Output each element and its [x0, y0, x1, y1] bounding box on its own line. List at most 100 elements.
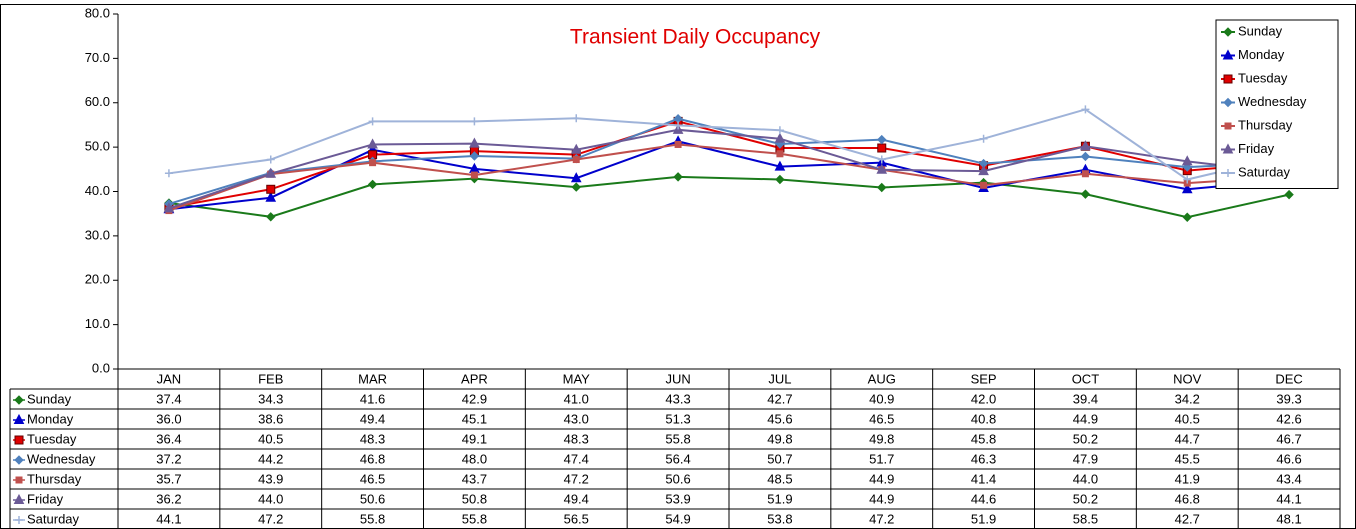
chart-title: Transient Daily Occupancy: [570, 26, 821, 49]
table-cell: 40.9: [869, 391, 894, 406]
marker: [369, 159, 377, 167]
table-cell: 40.8: [971, 411, 996, 426]
table-cell: 51.7: [869, 451, 894, 466]
series-line: [168, 140, 1290, 211]
table-cell: 34.3: [258, 391, 283, 406]
marker: [1182, 212, 1192, 222]
table-cell: 44.1: [156, 511, 181, 526]
marker: [572, 114, 581, 123]
legend-label: Friday: [1238, 141, 1275, 156]
table-cell: 42.7: [1175, 511, 1200, 526]
legend-label: Thursday: [1238, 117, 1293, 132]
table-row-label: Saturday: [27, 511, 80, 526]
marker: [368, 117, 377, 126]
table-cell: 46.7: [1276, 431, 1301, 446]
marker: [877, 134, 887, 145]
table-row-label: Wednesday: [27, 451, 96, 466]
table-cell: 44.0: [1073, 471, 1098, 486]
table-cell: 53.9: [665, 491, 690, 506]
legend-label: Wednesday: [1238, 94, 1307, 109]
table-cell: 47.4: [564, 451, 589, 466]
marker: [673, 172, 683, 182]
table-cell: 50.8: [462, 491, 487, 506]
table-cell: 36.2: [156, 491, 181, 506]
marker: [1181, 155, 1193, 166]
table-cell: 47.2: [564, 471, 589, 486]
table-row-label: Monday: [27, 411, 74, 426]
marker: [876, 163, 888, 174]
marker: [570, 172, 582, 183]
table-cell: 41.0: [564, 391, 589, 406]
table-cell: 47.9: [1073, 451, 1098, 466]
x-tick-label: APR: [461, 371, 488, 386]
marker: [1183, 175, 1192, 184]
marker: [266, 212, 276, 222]
table-cell: 46.6: [1276, 451, 1301, 466]
table-cell: 45.6: [767, 411, 792, 426]
marker: [266, 184, 276, 194]
table-cell: 46.5: [869, 411, 894, 426]
series-line: [168, 175, 1290, 219]
table-cell: 51.9: [971, 511, 996, 526]
marker: [13, 493, 25, 504]
table-cell: 49.4: [564, 491, 589, 506]
table-cell: 41.4: [971, 471, 996, 486]
marker: [14, 435, 24, 445]
table-cell: 37.2: [156, 451, 181, 466]
table-cell: 48.3: [564, 431, 589, 446]
marker: [1181, 183, 1193, 194]
marker: [674, 121, 683, 130]
table-cell: 44.0: [258, 491, 283, 506]
table-cell: 48.1: [1276, 511, 1301, 526]
table-row-label: Friday: [27, 491, 64, 506]
table-cell: 44.1: [1276, 491, 1301, 506]
table-cell: 44.9: [869, 471, 894, 486]
marker: [1223, 97, 1233, 108]
table-cell: 44.7: [1175, 431, 1200, 446]
marker: [469, 137, 480, 148]
table-cell: 46.5: [360, 471, 385, 486]
table-cell: 56.5: [564, 511, 589, 526]
table-cell: 43.9: [258, 471, 283, 486]
table-cell: 46.8: [1175, 491, 1200, 506]
marker: [13, 413, 25, 424]
marker: [776, 150, 784, 158]
table-cell: 50.6: [360, 491, 385, 506]
y-tick-label: 70.0: [85, 50, 110, 65]
marker: [367, 179, 378, 190]
table-cell: 48.0: [462, 451, 487, 466]
series-line: [168, 143, 1290, 212]
legend-label: Monday: [1238, 47, 1285, 62]
marker: [15, 516, 23, 524]
marker: [265, 167, 277, 178]
y-tick-label: 60.0: [85, 94, 110, 109]
marker: [877, 143, 887, 153]
y-tick-label: 40.0: [85, 183, 110, 198]
table-cell: 34.2: [1175, 391, 1200, 406]
marker: [14, 455, 24, 465]
table-cell: 45.8: [971, 431, 996, 446]
table-cell: 47.2: [869, 511, 894, 526]
marker: [877, 182, 887, 193]
table-cell: 49.1: [462, 431, 487, 446]
table-cell: 40.5: [258, 431, 283, 446]
table-cell: 49.4: [360, 411, 385, 426]
marker: [1081, 170, 1089, 178]
x-tick-label: SEP: [971, 371, 997, 386]
x-tick-label: DEC: [1275, 371, 1302, 386]
table-cell: 44.6: [971, 491, 996, 506]
table-row-label: Thursday: [27, 471, 82, 486]
chart-frame: [0, 4, 1356, 529]
table-cell: 51.3: [665, 411, 690, 426]
x-tick-label: JUN: [665, 371, 690, 386]
table-cell: 36.0: [156, 411, 181, 426]
y-tick-label: 10.0: [85, 316, 110, 331]
table-cell: 44.9: [1073, 411, 1098, 426]
marker: [1080, 189, 1091, 199]
table-cell: 41.6: [360, 391, 385, 406]
table-cell: 44.9: [869, 491, 894, 506]
x-tick-label: MAY: [563, 371, 591, 386]
x-tick-label: NOV: [1173, 371, 1202, 386]
table-cell: 45.1: [462, 411, 487, 426]
